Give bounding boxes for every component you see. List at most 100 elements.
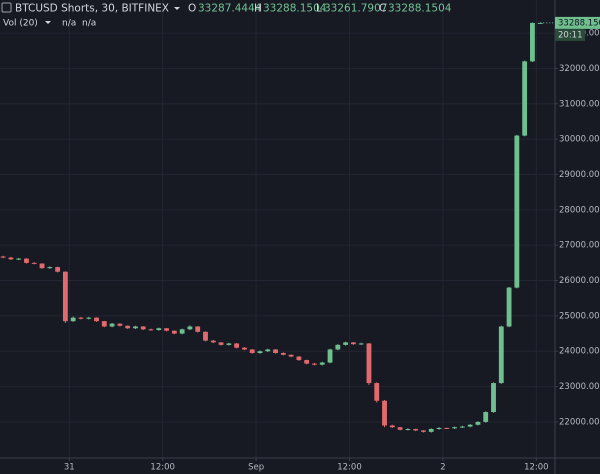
candle-body — [0, 256, 6, 258]
candle-body — [94, 317, 99, 322]
candle-body — [436, 427, 442, 430]
h-value: 33288.1504 — [263, 3, 327, 15]
candle-body — [288, 354, 294, 357]
candle-body — [101, 321, 107, 327]
candle-body — [125, 325, 131, 329]
candle-body — [249, 349, 255, 354]
candle-body — [8, 257, 14, 260]
candle-body — [257, 351, 263, 354]
candle-body — [24, 258, 29, 263]
y-tick-label: 25000.0000 — [559, 311, 600, 321]
candle-body — [109, 323, 115, 327]
candle-body — [444, 427, 450, 429]
candle-body — [530, 22, 535, 62]
candle-body — [413, 429, 419, 431]
candle-body — [506, 287, 512, 327]
l-label: L — [316, 3, 322, 15]
y-tick-label: 31000.0000 — [559, 99, 600, 109]
candle-body — [459, 426, 465, 428]
x-tick-label: Sep — [248, 463, 264, 473]
candle-body — [164, 328, 169, 331]
y-tick-label: 30000.0000 — [559, 135, 600, 145]
candle-body — [47, 267, 53, 269]
candle-body — [280, 353, 286, 355]
candle-body — [491, 383, 496, 413]
candle-body — [86, 317, 92, 319]
x-tick-label: 31 — [64, 463, 75, 473]
candle-body — [210, 340, 216, 343]
candle-body — [156, 328, 162, 331]
candle-body — [187, 326, 193, 330]
price-badge-bg — [555, 16, 600, 29]
candle-body — [475, 421, 481, 425]
candle-body — [296, 356, 302, 361]
volume-dropdown[interactable] — [45, 21, 51, 24]
volume-value: n/a — [62, 19, 76, 29]
x-tick-label: 12:00 — [150, 463, 175, 473]
candle-body — [452, 427, 457, 429]
candle-body — [335, 344, 341, 350]
x-tick-label: 12:00 — [337, 463, 362, 473]
y-tick-label: 29000.0000 — [559, 170, 600, 180]
symbol[interactable]: BTCUSD Shorts, 30, BITFINEX — [15, 3, 169, 15]
price-badge-label: 33288.1504 — [558, 18, 600, 28]
candle-body — [171, 330, 177, 334]
countdown-bg — [555, 28, 585, 41]
candle-body — [39, 263, 45, 269]
o-label: O — [188, 3, 196, 15]
candle-body — [31, 262, 37, 264]
candle-body — [366, 343, 372, 384]
grid — [0, 0, 555, 458]
candle-body — [389, 425, 395, 428]
candle-body — [203, 331, 208, 341]
candle-body — [218, 342, 224, 345]
candle-body — [312, 363, 317, 365]
candle-body — [265, 349, 271, 352]
candle-body — [358, 343, 364, 345]
candle-body — [421, 430, 426, 432]
price-badge: 33288.1504 20:11 — [540, 16, 600, 41]
y-tick-label: 27000.0000 — [559, 241, 600, 251]
candle-body — [179, 329, 185, 334]
y-tick-label: 24000.0000 — [559, 347, 600, 357]
candle-body — [55, 267, 61, 272]
candle-body — [405, 429, 411, 431]
volume-value: n/a — [82, 19, 96, 29]
symbol-dropdown[interactable] — [174, 7, 180, 10]
o-value: 33287.4444 — [198, 3, 262, 15]
candle-body — [226, 343, 232, 345]
c-label: C — [379, 3, 386, 15]
l-value: 33261.7907 — [324, 3, 387, 15]
candle-body — [273, 349, 278, 354]
candle-body — [343, 342, 349, 345]
candle-body — [397, 427, 403, 430]
c-value: 33288.1504 — [388, 3, 452, 15]
candle-body — [148, 329, 154, 331]
candle-body — [140, 326, 146, 330]
candle-body — [350, 342, 356, 345]
candle-body — [234, 343, 240, 348]
candle-body — [428, 429, 434, 432]
y-tick-label: 28000.0000 — [559, 205, 600, 215]
volume-label[interactable]: Vol (20) — [3, 19, 38, 29]
candle-body — [483, 412, 489, 422]
candle-body — [195, 326, 201, 332]
candle-body — [117, 323, 123, 326]
x-tick-label: 2 — [440, 463, 445, 473]
candle-body — [467, 424, 473, 427]
candles — [0, 22, 543, 433]
y-tick-label: 23000.0000 — [559, 382, 600, 392]
candle-body — [374, 383, 380, 401]
candle-body — [16, 258, 22, 260]
candle-body — [304, 360, 310, 364]
candle-body — [382, 400, 387, 426]
candle-body — [70, 317, 76, 322]
candle-body — [78, 317, 84, 319]
candle-body — [242, 347, 247, 350]
candle-body — [514, 135, 520, 288]
x-tick-label: 12:00 — [524, 463, 549, 473]
symbol-icon[interactable] — [1, 2, 12, 13]
candle-body — [62, 271, 68, 322]
